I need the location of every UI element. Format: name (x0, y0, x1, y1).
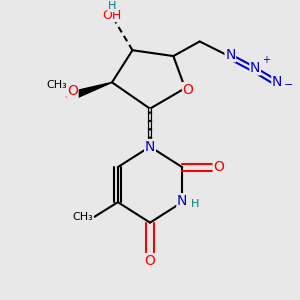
Text: N: N (145, 140, 155, 154)
Text: OH: OH (102, 9, 122, 22)
Text: H: H (191, 199, 200, 208)
Text: N: N (250, 61, 260, 75)
Polygon shape (76, 82, 112, 98)
Text: O: O (67, 84, 78, 98)
Text: CH₃: CH₃ (46, 80, 67, 90)
Text: N: N (225, 48, 236, 62)
Text: CH₃: CH₃ (72, 212, 93, 222)
Text: O: O (145, 254, 155, 268)
Text: N: N (177, 194, 187, 208)
Text: O: O (183, 83, 194, 97)
Text: O: O (213, 160, 224, 174)
Text: H: H (108, 2, 116, 11)
Text: +: + (262, 55, 270, 65)
Text: N: N (272, 75, 282, 89)
Text: −: − (284, 80, 293, 90)
Text: N: N (145, 140, 155, 154)
